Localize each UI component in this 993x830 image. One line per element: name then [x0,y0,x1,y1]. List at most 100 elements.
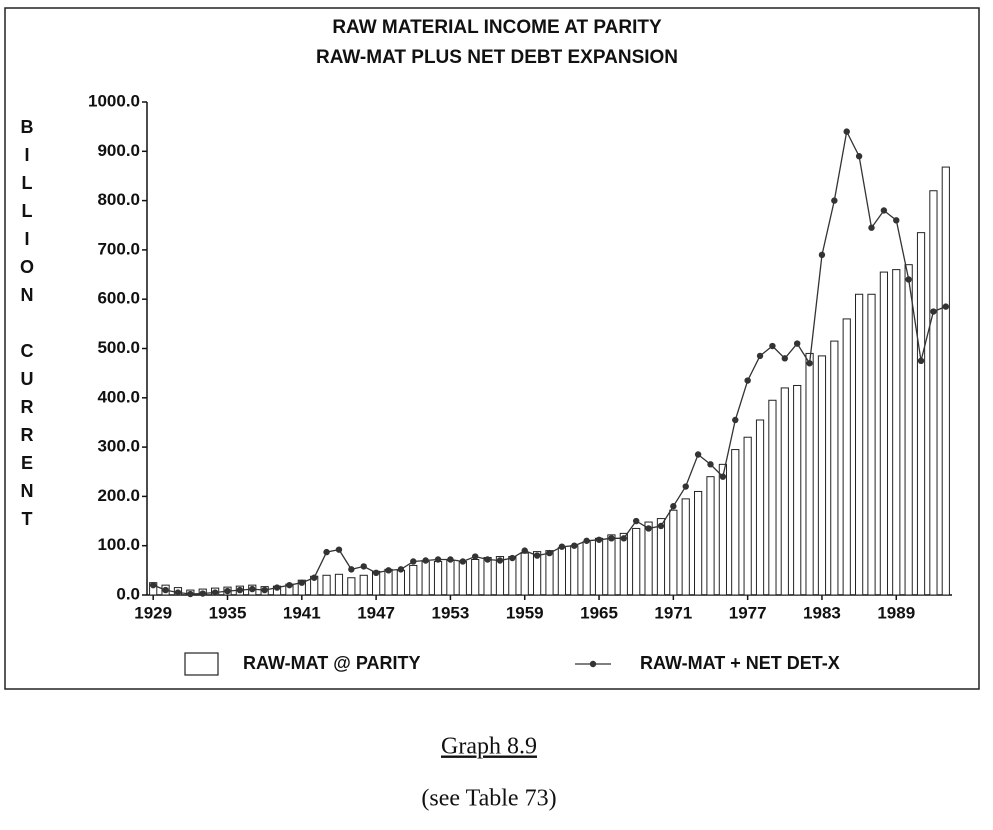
bar [446,559,455,596]
y-tick-label: 600.0 [97,289,140,308]
y-tick-label: 400.0 [97,387,140,406]
y-tick-label: 200.0 [97,486,140,505]
line-point [632,517,640,525]
line-point [806,360,813,367]
bar [421,560,430,596]
bar [817,355,827,596]
bar [743,436,752,596]
line-point [335,546,343,553]
bar [892,269,901,596]
line-point [769,342,776,350]
legend-label: RAW-MAT @ PARITY [243,653,421,673]
line-point [397,566,405,573]
y-tick-label: 500.0 [97,338,140,357]
bar [867,293,876,596]
x-tick-label: 1953 [432,603,470,622]
bar [520,552,529,596]
x-tick-label: 1965 [580,603,618,622]
line-point [942,303,950,310]
bar [644,521,653,596]
bar [632,527,641,596]
caption-title: Graph 8.9 [441,734,537,760]
chart-frame [4,7,980,690]
line-point [546,549,553,557]
x-tick-label: 1929 [134,603,172,622]
x-tick-label: 1947 [357,603,395,622]
x-tick-label: 1941 [283,603,321,622]
bar [718,463,727,596]
line-point [719,473,727,480]
y-tick-label: 1000.0 [88,91,140,110]
bar [570,545,579,596]
bar [334,573,344,596]
line-point [732,416,739,424]
bar [508,556,517,596]
line-point [868,224,875,231]
bar [941,166,950,596]
line-point [831,197,838,204]
line-point [298,579,306,586]
bar [879,271,888,596]
y-tick-label: 100.0 [97,535,140,554]
line-point [422,557,429,564]
bar [533,551,542,596]
line-point [323,548,330,556]
line-point [744,377,751,384]
line-point [484,556,491,563]
bar [929,190,938,596]
bar [780,387,789,596]
line-point [855,153,863,160]
x-tick-label: 1983 [803,603,841,622]
line-point [310,574,318,581]
y-tick-label: 300.0 [97,437,140,456]
chart-subtitle: RAW-MAT PLUS NET DEBT EXPANSION [316,47,678,68]
bar [768,399,777,596]
bar [681,498,690,596]
bar [359,574,368,596]
bar [842,318,851,596]
legend-label: RAW-MAT + NET DET-X [640,653,840,673]
line-point [273,584,281,591]
bar [594,537,604,596]
line-point [682,483,689,490]
line-point [372,569,380,577]
bar [793,384,802,596]
bar [669,509,678,596]
line-point [149,581,157,589]
line-point [187,590,194,598]
bar [916,232,926,596]
line-point [756,352,764,360]
line-point [608,535,615,542]
bar [396,569,405,596]
bar [433,560,443,596]
line-point [459,558,467,565]
line-point [905,276,912,283]
line-point [249,585,256,593]
bar [619,532,628,596]
bar [322,574,331,596]
line-point [583,537,590,544]
bar [855,293,864,596]
bar [458,560,467,596]
line-point [348,566,355,573]
bar [471,559,480,596]
line-point [558,543,566,550]
line-point [533,552,541,559]
line-point [893,217,900,224]
bar [607,534,616,596]
line-point [917,357,925,365]
bar [582,541,591,596]
bar [694,490,703,596]
line-point [843,128,850,135]
bar [904,264,913,596]
line-point [224,587,231,595]
legend-swatch [184,652,219,676]
bar [347,577,356,596]
bar [755,419,765,596]
line-point [620,535,628,542]
line-point [162,586,169,594]
y-tick-label: 700.0 [97,239,140,258]
bar [805,352,814,596]
chart-title: RAW MATERIAL INCOME AT PARITY [332,17,662,38]
